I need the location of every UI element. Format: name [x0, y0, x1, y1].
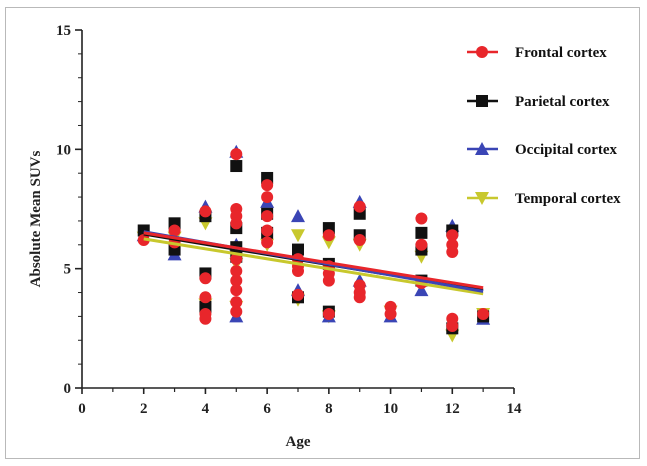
frontal-cortex-point	[261, 210, 274, 223]
frontal-cortex-point	[292, 288, 304, 301]
parietal-cortex-point	[230, 160, 243, 173]
frontal-cortex-point	[415, 212, 428, 225]
parietal-cortex-point	[415, 226, 428, 239]
x-axis-label: Age	[286, 434, 311, 450]
frontal-cortex-point	[230, 274, 243, 287]
frontal-cortex-point	[292, 265, 304, 278]
frontal-cortex-trend-line	[143, 231, 484, 290]
x-ticks: 0 2 4 6 8 10 12 14	[78, 388, 522, 417]
x-tick-label: 4	[202, 401, 210, 417]
data-points	[136, 144, 491, 343]
temporal-cortex-trend-line	[143, 237, 484, 296]
frontal-cortex-point	[230, 265, 243, 278]
trend-lines	[143, 230, 484, 296]
frontal-cortex-point	[230, 148, 243, 161]
frontal-cortex-point	[199, 312, 212, 325]
x-tick-label: 2	[140, 401, 148, 417]
frontal-cortex-point	[322, 274, 335, 287]
frontal-cortex-point	[477, 308, 490, 321]
legend-entry-frontal-cortex: Frontal cortex	[515, 45, 607, 61]
frontal-cortex-point	[415, 238, 428, 251]
x-tick-label: 6	[263, 401, 271, 417]
x-tick-label: 12	[445, 401, 460, 417]
y-tick-label: 15	[56, 23, 71, 39]
x-tick-label: 10	[383, 401, 398, 417]
y-tick-label: 0	[64, 381, 72, 397]
frontal-cortex-point	[353, 234, 366, 247]
x-tick-label: 14	[507, 401, 523, 417]
frontal-cortex-point	[199, 205, 212, 218]
frontal-cortex-point	[446, 319, 459, 332]
frontal-cortex-point	[230, 217, 243, 230]
frontal-cortex-point	[261, 179, 274, 192]
parietal-cortex-legend-marker	[476, 95, 488, 107]
frontal-cortex-point	[384, 308, 397, 321]
occipital-cortex-point	[291, 209, 305, 223]
legend-entry-occipital-cortex: Occipital cortex	[515, 142, 618, 158]
x-tick-label: 0	[78, 401, 86, 417]
legend-entry-temporal-cortex: Temporal cortex	[515, 191, 621, 207]
frontal-cortex-point	[230, 296, 243, 309]
temporal-cortex-point	[291, 229, 305, 243]
frontal-cortex-point	[261, 191, 274, 204]
y-tick-label: 10	[56, 142, 71, 158]
parietal-cortex-point	[292, 243, 304, 256]
frontal-cortex-point	[446, 229, 459, 242]
legend: Frontal cortex Parietal cortex Occipital c…	[467, 45, 621, 207]
y-tick-label: 5	[64, 262, 72, 278]
frontal-cortex-point	[199, 272, 212, 285]
y-ticks: 0 5 10 15	[56, 23, 82, 397]
frontal-cortex-point	[230, 284, 243, 297]
frontal-cortex-point	[230, 253, 243, 266]
figure-frame	[5, 7, 640, 459]
frontal-cortex-legend-marker	[476, 46, 488, 58]
frontal-cortex-point	[261, 224, 274, 237]
frontal-cortex-point	[230, 305, 243, 318]
frontal-cortex-point	[168, 224, 181, 237]
legend-entry-parietal-cortex: Parietal cortex	[515, 94, 610, 110]
y-axis-label: Absolute Mean SUVs	[28, 151, 44, 288]
occipital-cortex-legend-marker	[475, 142, 489, 155]
frontal-cortex-point	[446, 245, 459, 258]
frontal-cortex-point	[322, 308, 335, 321]
temporal-cortex-legend-marker	[475, 192, 489, 205]
x-tick-label: 8	[325, 401, 333, 417]
frontal-cortex-point	[353, 200, 366, 213]
frontal-cortex-point	[199, 291, 212, 304]
frontal-cortex-point	[353, 291, 366, 304]
frontal-cortex-point	[322, 229, 335, 242]
frontal-cortex-point	[261, 236, 274, 249]
occipital-cortex-point	[414, 283, 429, 297]
